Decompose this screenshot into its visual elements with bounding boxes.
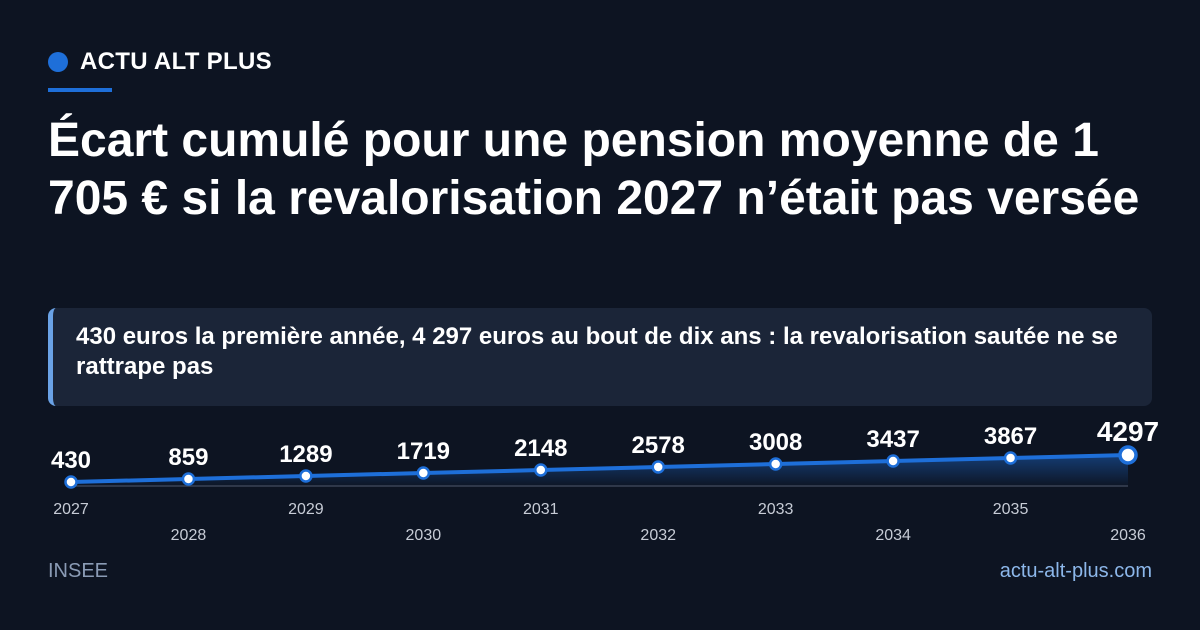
data-point xyxy=(299,469,313,483)
subtitle-box: 430 euros la première année, 4 297 euros… xyxy=(48,308,1152,406)
data-label: 3437 xyxy=(866,426,919,453)
series-line xyxy=(69,453,1130,484)
data-label: 4297 xyxy=(1097,416,1159,447)
data-point xyxy=(534,463,548,477)
brand: ACTU ALT PLUS xyxy=(48,48,272,76)
data-label: 3008 xyxy=(749,429,802,456)
brand-underline xyxy=(48,88,112,92)
x-tick-label: 2036 xyxy=(1110,527,1146,544)
data-point xyxy=(768,457,783,471)
x-tick-label: 2033 xyxy=(758,501,794,518)
data-label: 859 xyxy=(168,444,208,471)
line-chart: 430 2027 859 2028 1289 2029 1719 2030 2148 2031 25… xyxy=(51,416,1159,544)
data-label: 2148 xyxy=(514,435,567,462)
x-tick-label: 2027 xyxy=(53,501,89,518)
chart-subtitle: 430 euros la première année, 4 297 euros… xyxy=(76,323,1118,380)
data-point xyxy=(1003,451,1018,465)
data-label: 1719 xyxy=(397,438,450,465)
data-label: 2578 xyxy=(632,432,685,459)
data-point xyxy=(416,466,431,480)
x-tick-label: 2034 xyxy=(875,527,911,544)
data-point xyxy=(1118,445,1138,465)
data-point xyxy=(181,472,196,486)
data-label: 3867 xyxy=(984,423,1037,450)
data-point xyxy=(651,460,665,474)
x-tick-label: 2031 xyxy=(523,501,559,518)
data-point xyxy=(64,475,78,489)
x-tick-label: 2035 xyxy=(993,501,1029,518)
x-tick-label: 2030 xyxy=(406,527,442,544)
x-tick-label: 2029 xyxy=(288,501,324,518)
data-label: 430 xyxy=(51,447,91,474)
x-tick-label: 2032 xyxy=(640,527,676,544)
chart-title: Écart cumulé pour une pension moyenne de… xyxy=(48,114,1140,225)
brand-name: ACTU ALT PLUS xyxy=(80,48,272,75)
data-point xyxy=(886,454,900,468)
x-tick-label: 2028 xyxy=(171,527,207,544)
source-label: INSEE xyxy=(48,560,109,582)
site-link[interactable]: actu-alt-plus.com xyxy=(999,560,1152,582)
data-label: 1289 xyxy=(279,441,332,468)
brand-dot-icon xyxy=(48,52,68,72)
